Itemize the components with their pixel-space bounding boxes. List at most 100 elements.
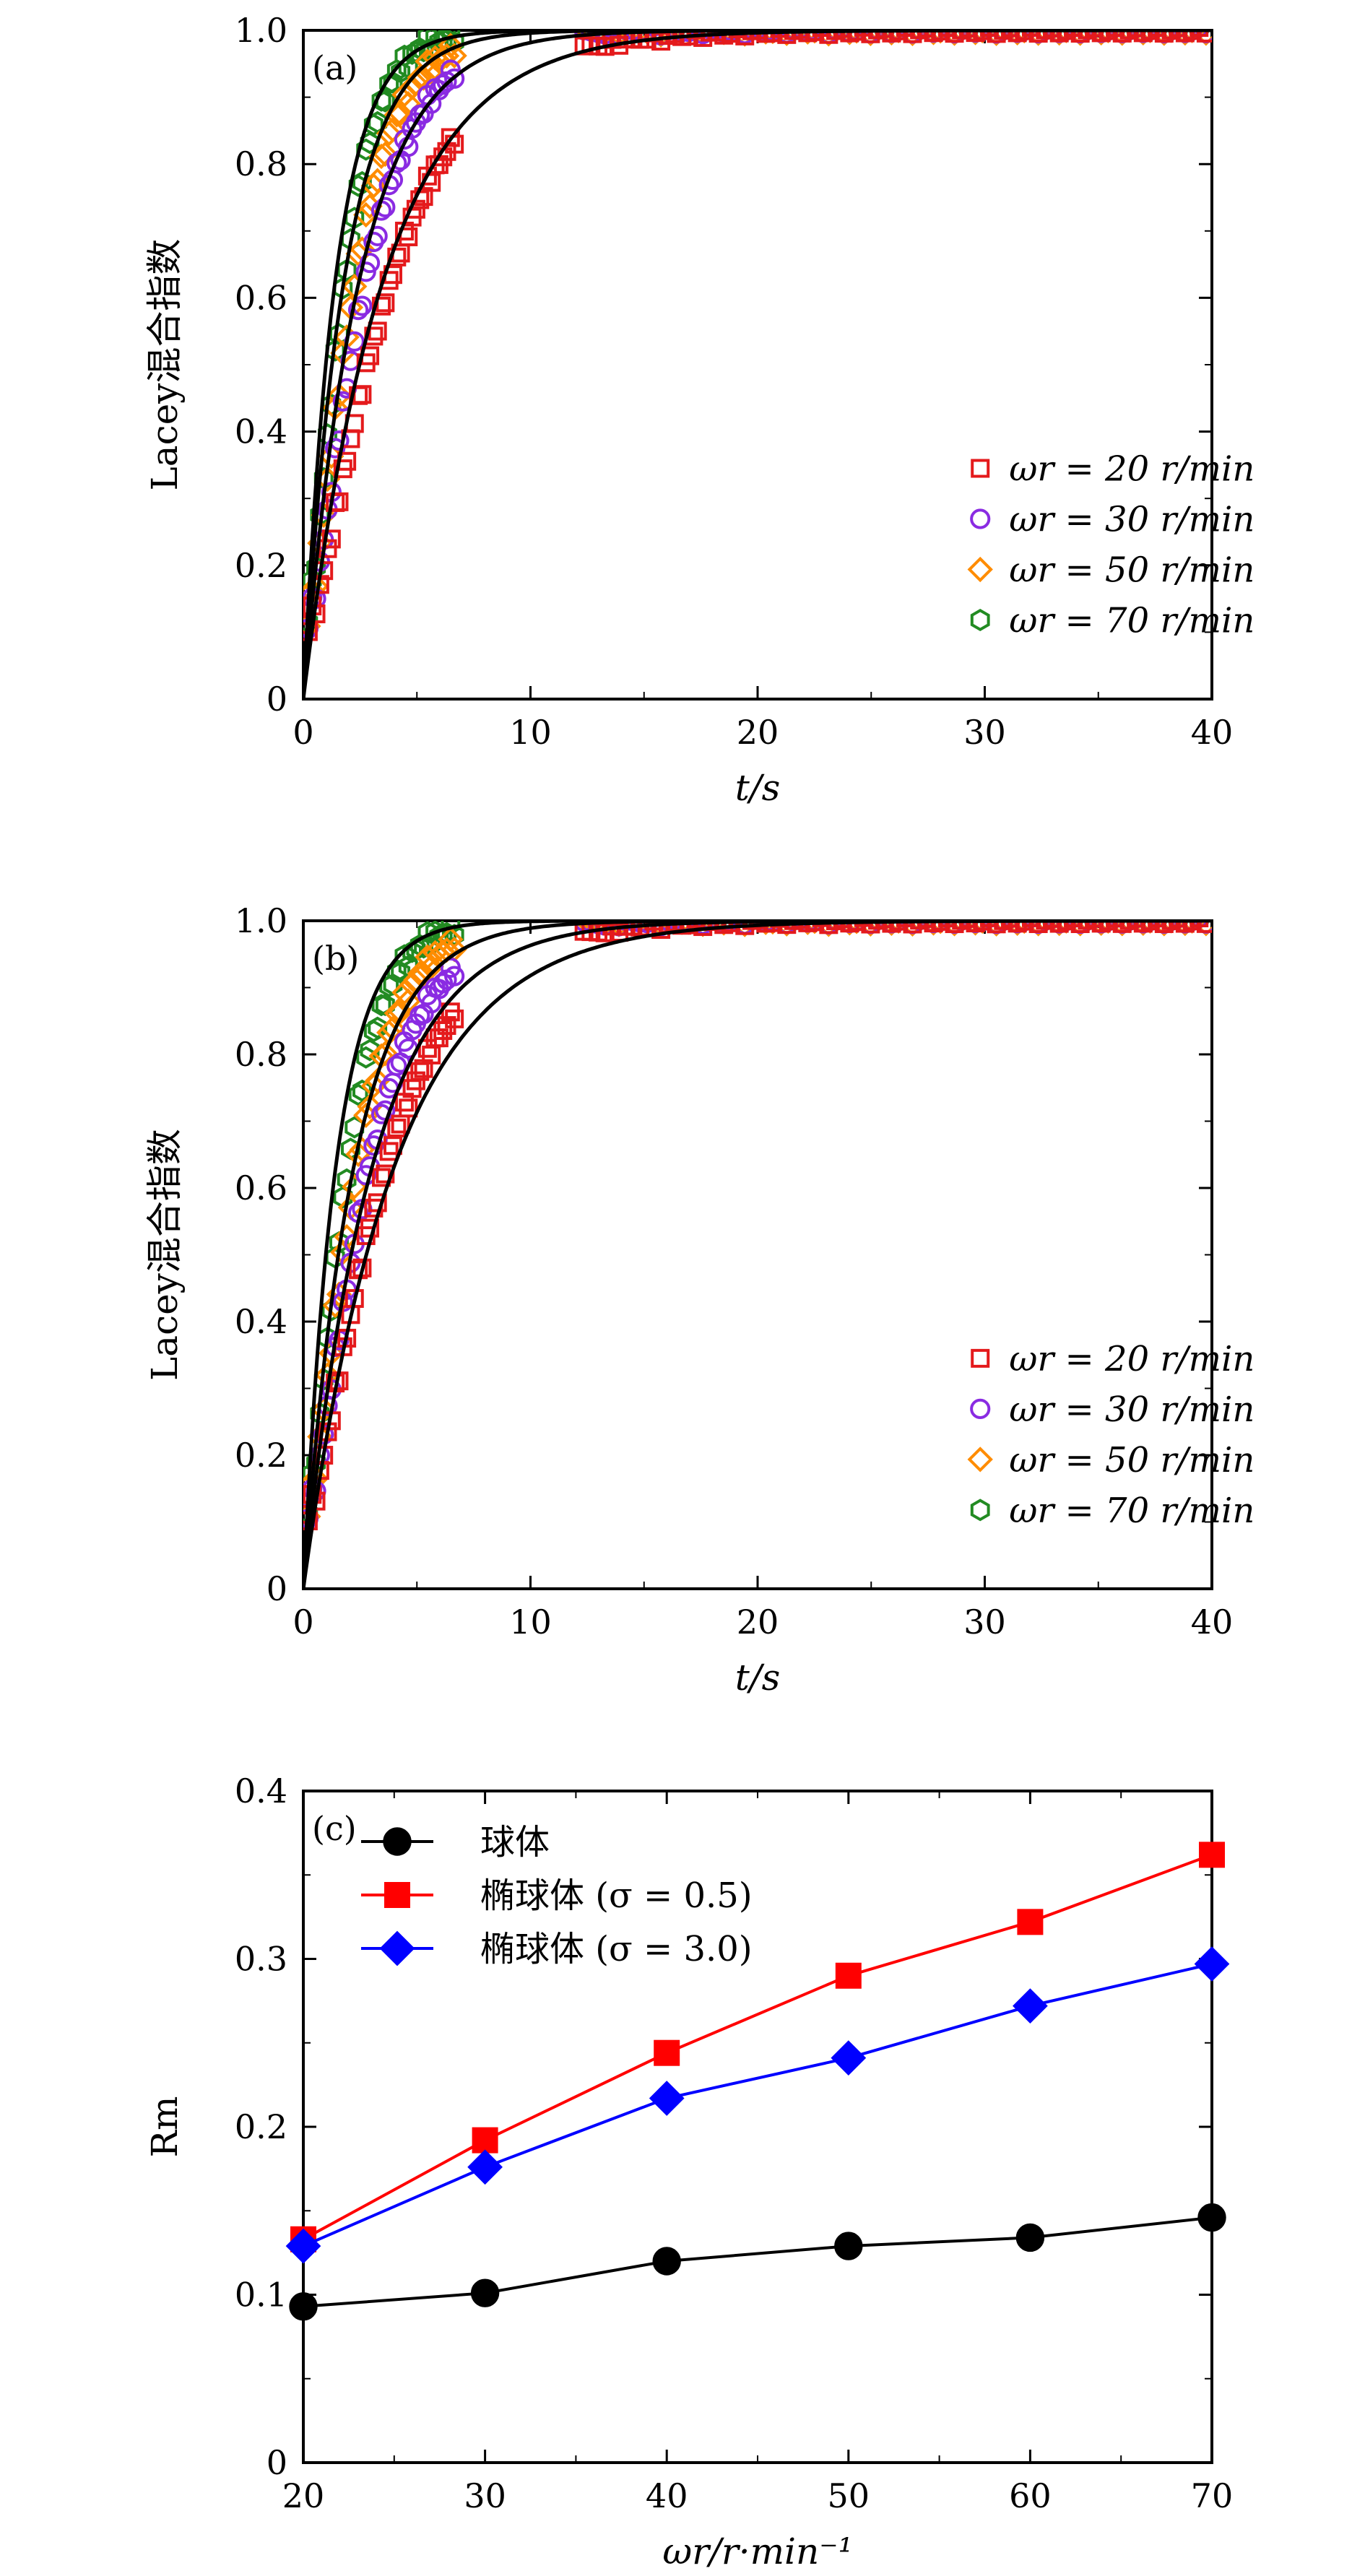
legend-label-w20: ωr = 20 r/min [1009,449,1254,490]
data-point-w70 [363,113,384,136]
fit-curve [303,30,1212,699]
data-point-w50 [372,1041,399,1067]
data-point-w20 [1119,30,1139,40]
x-tick-label: 10 [509,713,552,752]
data-point-w20 [349,1260,368,1280]
data-point-w20 [924,30,943,43]
x-tick-label: 20 [737,1603,779,1642]
data-point-w20 [1028,921,1048,933]
data-point-w50 [1130,921,1156,937]
y-axis-label: Rm [144,2096,186,2157]
data-point-w20 [966,30,985,43]
data-point-ell30 [1013,1988,1048,2024]
x-tick-label: 30 [963,1603,1006,1642]
data-point-w20 [903,921,922,934]
data-point-w20 [399,1098,418,1118]
data-point-w20 [1133,921,1153,933]
data-point-w70 [363,1020,384,1043]
data-point-ell30 [649,2081,685,2116]
y-tick-label: 0 [266,680,287,719]
data-point-w20 [945,30,964,43]
data-point-w20 [1008,921,1027,933]
x-tick-label: 20 [737,713,779,752]
data-point-w20 [1161,30,1181,40]
data-point-w50 [391,979,417,1005]
data-point-w20 [945,921,964,934]
data-point-w20 [1154,921,1174,933]
data-point-w30 [347,300,369,321]
data-point-w50 [774,30,800,46]
series-ell05 [290,1842,1225,2252]
y-tick-label: 0.4 [235,1771,287,1810]
data-point-w50 [899,30,926,47]
x-axis-label: t/s [735,767,781,809]
data-point-w50 [418,954,444,980]
data-point-w20 [861,921,880,934]
data-point-w20 [387,1118,407,1137]
data-point-w50 [794,921,820,935]
panel-label: (a) [312,48,358,87]
data-point-w70 [360,1038,380,1062]
x-tick-label: 30 [464,2476,506,2515]
data-point-w50 [1088,30,1114,46]
legend-marker-w50 [967,556,993,583]
data-point-w20 [826,921,846,930]
y-axis-label: Lacey混合指数 [144,239,186,491]
data-point-w50 [380,117,406,143]
data-point-w20 [445,1009,464,1028]
data-point-w30 [386,1055,407,1076]
data-point-w50 [438,32,464,58]
panel-b: 0 10 20 30 40 0 0.2 0.4 0.6 0.8 1.0 t/s Lacey混合指数 (b)… [144,901,1254,1699]
data-point-w50 [815,30,842,47]
data-point-w20 [714,921,734,934]
y-tick-label: 0 [266,1569,287,1608]
data-point-w70 [441,921,461,935]
legend-label-w50: ωr = 50 r/min [1009,550,1254,591]
data-point-w50 [380,1015,406,1041]
data-point-w50 [387,100,414,127]
data-point-w50 [941,30,968,46]
y-tick-label: 1.0 [235,901,287,940]
data-point-w20 [1133,30,1153,43]
y-tick-label: 0.8 [235,1035,287,1074]
data-point-w30 [375,196,396,217]
series-sphere [289,2203,1226,2321]
data-point-w20 [735,30,755,45]
data-point-w50 [1130,30,1156,46]
data-point-w20 [882,30,901,43]
x-axis-label: ωr/r·min⁻¹ [662,2531,852,2572]
data-point-w50 [407,64,433,90]
y-tick-label: 0.6 [235,1168,287,1207]
data-point-w20 [379,1142,399,1161]
legend-marker-w30 [970,508,991,529]
y-tick-label: 0.1 [235,2276,287,2315]
fit-curve [303,30,1212,699]
y-tick-label: 1.0 [235,11,287,50]
data-point-w50 [395,988,421,1014]
data-point-w50 [899,921,926,937]
data-point-w50 [1046,30,1072,46]
data-point-ell05 [835,1962,862,1989]
data-point-w50 [1067,921,1093,937]
y-tick-label: 0.4 [235,412,287,451]
data-point-w50 [1151,921,1177,937]
data-point-ell30 [1194,1946,1230,1982]
data-point-w70 [391,960,411,984]
data-point-sphere [1197,2203,1226,2232]
plot-frame [302,1790,1213,2464]
legend-label-w50: ωr = 50 r/min [1009,1440,1254,1480]
data-point-w50 [1172,921,1198,937]
data-point-w50 [1193,30,1212,46]
data-point-ell05 [654,2039,680,2066]
data-point-w20 [1036,921,1055,930]
data-point-w50 [815,921,842,937]
data-point-ell05 [1017,1909,1044,1935]
data-point-w50 [962,30,989,45]
data-point-w50 [794,30,820,45]
data-point-w50 [878,921,905,937]
data-point-w20 [433,1020,453,1040]
data-point-w20 [1091,30,1111,43]
data-point-w20 [1175,921,1195,933]
y-tick-label: 0.2 [235,546,287,585]
legend-label-ell30: 椭球体 (σ = 3.0) [480,1929,753,1969]
